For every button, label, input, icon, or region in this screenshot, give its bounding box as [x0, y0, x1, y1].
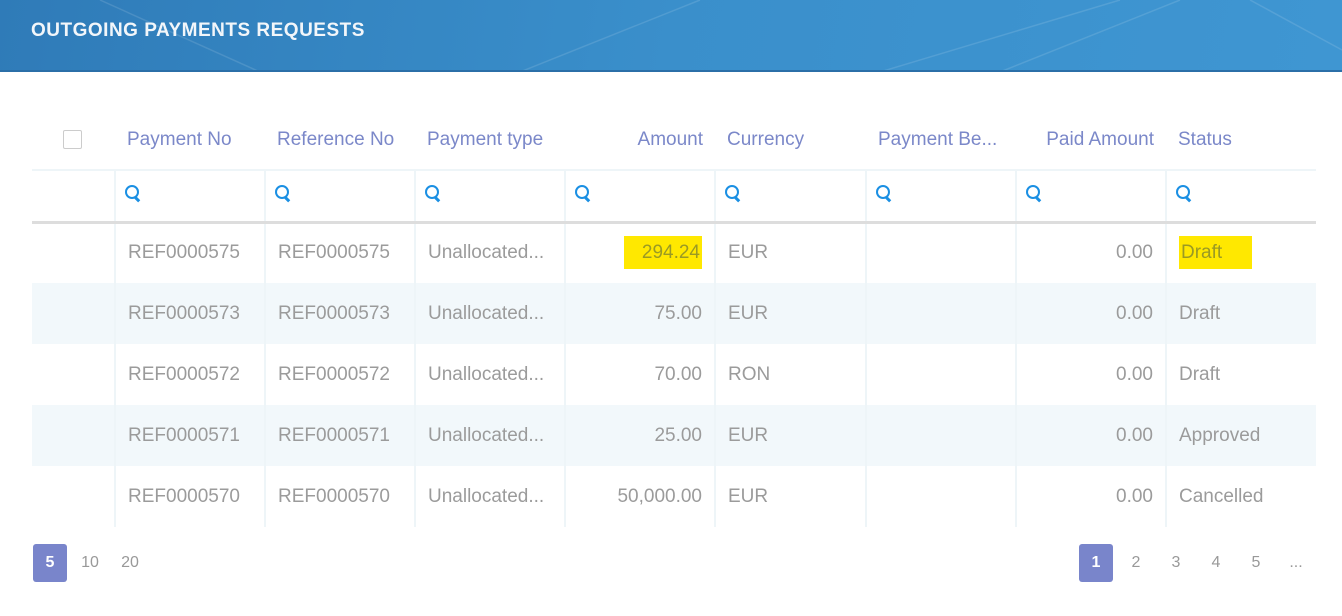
page-size-selector: 5 10 20: [33, 544, 153, 582]
row-select-cell[interactable]: [32, 405, 115, 466]
filter-payment-beneficiary[interactable]: [865, 169, 1016, 224]
cell-status: Draft: [1165, 283, 1316, 344]
cell-payment-be: [865, 222, 1016, 283]
page-size-10[interactable]: 10: [81, 554, 99, 571]
page-1[interactable]: 1: [1079, 544, 1113, 582]
search-icon[interactable]: [875, 184, 893, 202]
row-select-cell[interactable]: [32, 466, 115, 527]
header-decoration: [99, 0, 1342, 70]
select-all-checkbox[interactable]: [63, 129, 82, 149]
page-5[interactable]: 5: [1251, 554, 1261, 571]
filter-row: [32, 169, 1316, 224]
table-row[interactable]: REF0000571 REF0000571 Unallocated... 25.00 E…: [32, 405, 1316, 466]
cell-payment-no: REF0000571: [114, 405, 265, 466]
table-row[interactable]: REF0000570 REF0000570 Unallocated... 50,000…: [32, 466, 1316, 527]
column-header-payment-type[interactable]: Payment type: [427, 128, 544, 150]
search-icon[interactable]: [274, 184, 292, 202]
more-pages[interactable]: ...: [1289, 554, 1303, 571]
cell-payment-be: [865, 466, 1016, 527]
search-icon[interactable]: [124, 184, 142, 202]
filter-payment-type[interactable]: [414, 169, 565, 224]
cell-reference-no: REF0000572: [264, 344, 415, 405]
column-header-amount[interactable]: Amount: [637, 128, 703, 150]
column-header-status[interactable]: Status: [1178, 128, 1232, 150]
highlighted-value: 294.24: [623, 236, 702, 270]
cell-payment-be: [865, 283, 1016, 344]
column-header-payment-beneficiary[interactable]: Payment Be...: [878, 128, 998, 150]
cell-reference-no: REF0000575: [264, 222, 415, 283]
page-size-20[interactable]: 20: [121, 554, 139, 571]
page-2[interactable]: 2: [1131, 554, 1141, 571]
cell-payment-type: Unallocated...: [414, 344, 565, 405]
cell-payment-no: REF0000575: [114, 222, 265, 283]
cell-currency: EUR: [714, 283, 866, 344]
column-header-payment-no[interactable]: Payment No: [127, 128, 232, 150]
cell-amount: 50,000.00: [564, 466, 715, 527]
row-select-cell[interactable]: [32, 222, 115, 283]
page-3[interactable]: 3: [1171, 554, 1181, 571]
filter-reference-no[interactable]: [264, 169, 415, 224]
cell-payment-no: REF0000570: [114, 466, 265, 527]
column-header-currency[interactable]: Currency: [727, 128, 805, 150]
cell-payment-no: REF0000572: [114, 344, 265, 405]
cell-status: Draft: [1165, 344, 1316, 405]
table-row[interactable]: REF0000575 REF0000575 Unallocated... 294.24…: [32, 222, 1316, 283]
cell-payment-type: Unallocated...: [414, 405, 565, 466]
cell-amount: 25.00: [564, 405, 715, 466]
cell-reference-no: REF0000570: [264, 466, 415, 527]
cell-amount: 294.24: [564, 222, 715, 283]
page-header: OUTGOING PAYMENTS REQUESTS: [0, 0, 1342, 72]
row-select-cell[interactable]: [32, 344, 115, 405]
page-4[interactable]: 4: [1211, 554, 1221, 571]
pagination: 1 2 3 4 5 ...: [1079, 544, 1319, 582]
cell-currency: EUR: [714, 222, 866, 283]
cell-status: Approved: [1165, 405, 1316, 466]
table-row[interactable]: REF0000572 REF0000572 Unallocated... 70.00 R…: [32, 344, 1316, 405]
cell-status: Draft: [1165, 222, 1316, 283]
cell-payment-type: Unallocated...: [414, 283, 565, 344]
cell-reference-no: REF0000571: [264, 405, 415, 466]
filter-amount[interactable]: [564, 169, 715, 224]
page-size-5[interactable]: 5: [33, 544, 67, 582]
cell-currency: EUR: [714, 466, 866, 527]
cell-payment-be: [865, 405, 1016, 466]
search-icon[interactable]: [724, 184, 742, 202]
cell-paid-amount: 0.00: [1015, 222, 1166, 283]
cell-paid-amount: 0.00: [1015, 344, 1166, 405]
filter-paid-amount[interactable]: [1015, 169, 1166, 224]
column-header-reference-no[interactable]: Reference No: [277, 128, 395, 150]
cell-paid-amount: 0.00: [1015, 466, 1166, 527]
row-select-cell[interactable]: [32, 283, 115, 344]
cell-reference-no: REF0000573: [264, 283, 415, 344]
column-header-paid-amount[interactable]: Paid Amount: [1046, 128, 1154, 150]
search-icon[interactable]: [1025, 184, 1043, 202]
cell-payment-be: [865, 344, 1016, 405]
page-title: OUTGOING PAYMENTS REQUESTS: [31, 20, 365, 41]
cell-currency: EUR: [714, 405, 866, 466]
header-row: Payment No Reference No Payment type Amo…: [32, 110, 1316, 170]
filter-status[interactable]: [1165, 169, 1316, 224]
cell-payment-type: Unallocated...: [414, 222, 565, 283]
cell-amount: 70.00: [564, 344, 715, 405]
payments-table: Payment No Reference No Payment type Amo…: [32, 110, 1316, 527]
search-icon[interactable]: [574, 184, 592, 202]
cell-currency: RON: [714, 344, 866, 405]
search-icon[interactable]: [1175, 184, 1193, 202]
cell-paid-amount: 0.00: [1015, 283, 1166, 344]
table-row[interactable]: REF0000573 REF0000573 Unallocated... 75.00 E…: [32, 283, 1316, 344]
highlighted-value: Draft: [1179, 236, 1253, 270]
filter-currency[interactable]: [714, 169, 866, 224]
cell-payment-no: REF0000573: [114, 283, 265, 344]
cell-status: Cancelled: [1165, 466, 1316, 527]
cell-payment-type: Unallocated...: [414, 466, 565, 527]
cell-amount: 75.00: [564, 283, 715, 344]
search-icon[interactable]: [424, 184, 442, 202]
cell-paid-amount: 0.00: [1015, 405, 1166, 466]
filter-payment-no[interactable]: [114, 169, 265, 224]
